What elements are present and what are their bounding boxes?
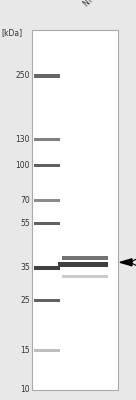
Bar	[62, 275, 108, 278]
Bar	[58, 262, 108, 268]
Bar	[34, 266, 60, 270]
Bar	[32, 30, 118, 390]
Text: 70: 70	[20, 196, 30, 204]
Bar	[34, 198, 60, 202]
Text: 15: 15	[20, 346, 30, 355]
Text: 35: 35	[20, 263, 30, 272]
Bar	[34, 222, 60, 225]
Text: 25: 25	[20, 296, 30, 305]
Bar	[34, 164, 60, 167]
Text: [kDa]: [kDa]	[1, 28, 22, 37]
Text: 55: 55	[20, 219, 30, 228]
Bar	[34, 138, 60, 141]
Bar	[34, 349, 60, 352]
Polygon shape	[120, 259, 132, 266]
Bar	[62, 256, 108, 260]
Text: 10: 10	[20, 386, 30, 394]
Text: 100: 100	[16, 161, 30, 170]
Text: 130: 130	[16, 135, 30, 144]
Text: 250: 250	[16, 71, 30, 80]
Text: NTERA-2: NTERA-2	[82, 0, 111, 8]
Bar	[34, 299, 60, 302]
Bar	[34, 74, 60, 78]
